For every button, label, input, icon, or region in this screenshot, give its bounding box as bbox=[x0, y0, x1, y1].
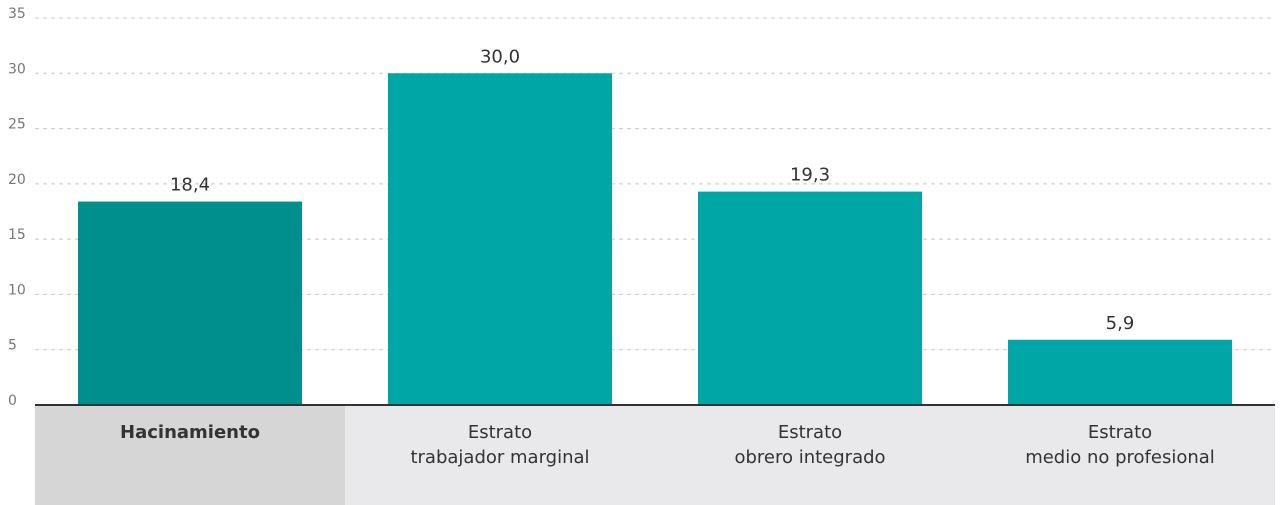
x-tick-label: Estrato bbox=[1088, 422, 1152, 443]
y-tick-label: 25 bbox=[8, 117, 26, 133]
category-panel bbox=[965, 405, 1275, 505]
value-label: 19,3 bbox=[790, 165, 830, 186]
y-tick-label: 5 bbox=[8, 338, 17, 354]
bar bbox=[1008, 339, 1232, 405]
category-panel bbox=[35, 405, 345, 505]
value-label: 18,4 bbox=[170, 175, 210, 196]
category-panel bbox=[655, 405, 965, 505]
x-tick-label: Estrato bbox=[778, 422, 842, 443]
y-tick-label: 30 bbox=[8, 61, 26, 77]
bar bbox=[698, 191, 922, 405]
y-tick-label: 35 bbox=[8, 6, 26, 22]
bar bbox=[388, 73, 612, 406]
y-tick-label: 15 bbox=[8, 227, 26, 243]
y-tick-label: 20 bbox=[8, 172, 26, 188]
category-panel bbox=[345, 405, 655, 505]
x-tick-label: medio no profesional bbox=[1025, 447, 1215, 468]
value-label: 5,9 bbox=[1106, 313, 1135, 334]
y-tick-label: 10 bbox=[8, 282, 26, 298]
value-label: 30,0 bbox=[480, 46, 520, 67]
bar bbox=[78, 201, 302, 405]
x-tick-label: Hacinamiento bbox=[120, 422, 260, 443]
x-tick-label: obrero integrado bbox=[734, 447, 885, 468]
x-tick-label: Estrato bbox=[468, 422, 532, 443]
y-tick-label: 0 bbox=[8, 393, 17, 409]
x-tick-label: trabajador marginal bbox=[410, 447, 589, 468]
